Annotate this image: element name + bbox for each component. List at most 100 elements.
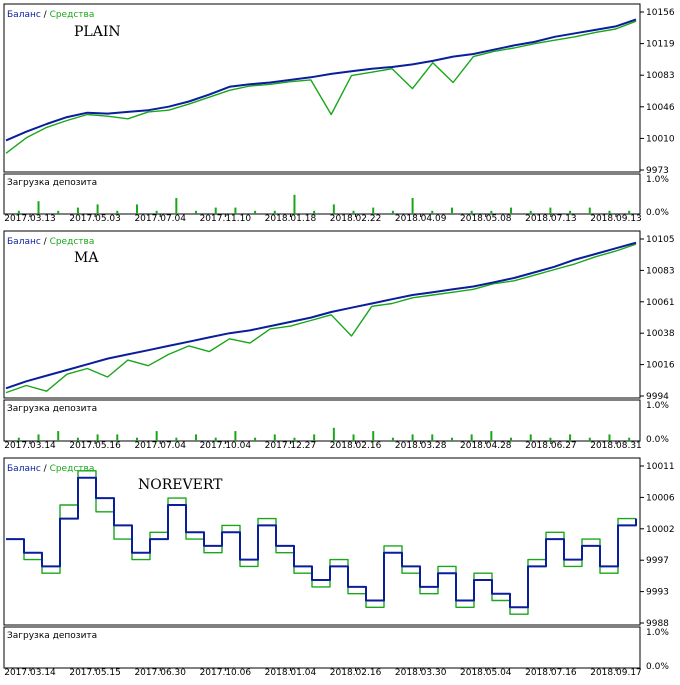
deposit-bar <box>608 434 611 441</box>
y-tick-label: 10156 <box>646 8 675 18</box>
main-plot-frame <box>3 457 641 626</box>
y-tick-label: 9973 <box>646 166 669 176</box>
x-tick-label: 2017.05.15 <box>69 668 121 678</box>
deposit-bar <box>17 437 20 441</box>
x-tick-label: 2018.06.27 <box>525 441 577 451</box>
deposit-plot-frame <box>3 626 641 669</box>
deposit-bar <box>293 437 296 441</box>
deposit-bar <box>549 207 552 214</box>
deposit-bar <box>588 437 591 441</box>
y-tick-label: 10002 <box>646 525 675 535</box>
deposit-bar <box>490 210 493 214</box>
deposit-bar <box>313 210 316 214</box>
balance-line <box>5 18 637 142</box>
deposit-bar <box>411 198 414 214</box>
deposit-bar <box>116 434 119 441</box>
chart-title: MA <box>74 250 99 266</box>
deposit-bar <box>588 207 591 214</box>
x-tick-label: 2018.01.04 <box>265 668 317 678</box>
x-tick-label: 2018.07.13 <box>525 214 577 224</box>
deposit-tick-label: 0.0% <box>646 662 669 672</box>
y-tick-label: 10119 <box>646 40 675 50</box>
y-tick-label: 10010 <box>646 134 675 144</box>
y-tick-label: 9994 <box>646 392 669 402</box>
deposit-bar <box>450 207 453 214</box>
deposit-bar <box>470 434 473 441</box>
deposit-bar <box>234 431 237 441</box>
x-tick-label: 2018.01.18 <box>265 214 317 224</box>
deposit-bar <box>549 437 552 441</box>
y-tick-label: 10038 <box>646 329 675 339</box>
balance-line <box>5 241 637 390</box>
deposit-tick-label: 0.0% <box>646 435 669 445</box>
main-plot-frame <box>3 3 641 173</box>
x-tick-label: 2018.09.17 <box>590 668 642 678</box>
x-tick-label: 2017.03.14 <box>4 668 56 678</box>
x-tick-label: 2018.04.28 <box>460 441 512 451</box>
deposit-tick-label: 0.0% <box>646 208 669 218</box>
deposit-bar <box>490 431 493 441</box>
deposit-bar <box>313 434 316 441</box>
x-tick-label: 2017.03.14 <box>4 441 56 451</box>
deposit-bar <box>57 431 60 441</box>
y-tick-label: 10006 <box>646 493 675 503</box>
x-tick-label: 2018.05.08 <box>460 214 512 224</box>
deposit-bar <box>214 437 217 441</box>
deposit-load-label: Загрузка депозита <box>7 178 97 188</box>
deposit-bar <box>628 210 631 214</box>
x-tick-label: 2018.09.13 <box>590 214 642 224</box>
deposit-bar <box>195 434 198 441</box>
x-tick-label: 2018.03.30 <box>395 668 447 678</box>
x-tick-label: 2017.07.04 <box>134 441 186 451</box>
y-tick-label: 9993 <box>646 588 669 598</box>
deposit-bar <box>391 437 394 441</box>
deposit-bar <box>470 210 473 214</box>
equity-line <box>5 20 637 154</box>
deposit-bar <box>37 201 40 214</box>
deposit-bar <box>214 207 217 214</box>
y-tick-label: 10105 <box>646 235 675 245</box>
deposit-bar <box>529 434 532 441</box>
x-tick-label: 2017.11.10 <box>200 214 252 224</box>
x-tick-label: 2018.04.09 <box>395 214 447 224</box>
chart-title: NOREVERT <box>138 477 223 493</box>
deposit-bar <box>234 207 237 214</box>
deposit-bar <box>135 437 138 441</box>
deposit-bar <box>431 434 434 441</box>
deposit-bar <box>57 210 60 214</box>
deposit-tick-label: 1.0% <box>646 628 669 638</box>
y-tick-label: 9988 <box>646 619 669 629</box>
deposit-bar <box>569 210 572 214</box>
y-tick-label: 10046 <box>646 103 675 113</box>
deposit-bar <box>155 431 158 441</box>
deposit-bar <box>175 437 178 441</box>
deposit-bar <box>569 434 572 441</box>
y-tick-label: 10083 <box>646 266 675 276</box>
deposit-bar <box>332 204 335 214</box>
legend: Баланс / Средства <box>7 10 94 20</box>
deposit-bar <box>273 210 276 214</box>
deposit-bar <box>608 210 611 214</box>
deposit-bar <box>352 210 355 214</box>
main-plot-frame <box>3 230 641 399</box>
x-tick-label: 2017.12.27 <box>265 441 317 451</box>
deposit-tick-label: 1.0% <box>646 401 669 411</box>
deposit-bar <box>510 437 513 441</box>
deposit-load-label: Загрузка депозита <box>7 631 97 641</box>
x-tick-label: 2017.03.13 <box>4 214 56 224</box>
legend: Баланс / Средства <box>7 237 94 247</box>
deposit-bar <box>76 437 79 441</box>
deposit-plot-frame <box>3 173 641 215</box>
x-tick-label: 2017.10.04 <box>200 441 252 451</box>
chart-title: PLAIN <box>74 24 121 40</box>
deposit-load-label: Загрузка депозита <box>7 404 97 414</box>
x-tick-label: 2018.02.16 <box>330 441 382 451</box>
x-tick-label: 2018.07.16 <box>525 668 577 678</box>
deposit-bar <box>372 431 375 441</box>
y-tick-label: 10083 <box>646 71 675 81</box>
deposit-bar <box>96 204 99 214</box>
deposit-bar <box>155 210 158 214</box>
x-tick-label: 2017.07.04 <box>134 214 186 224</box>
